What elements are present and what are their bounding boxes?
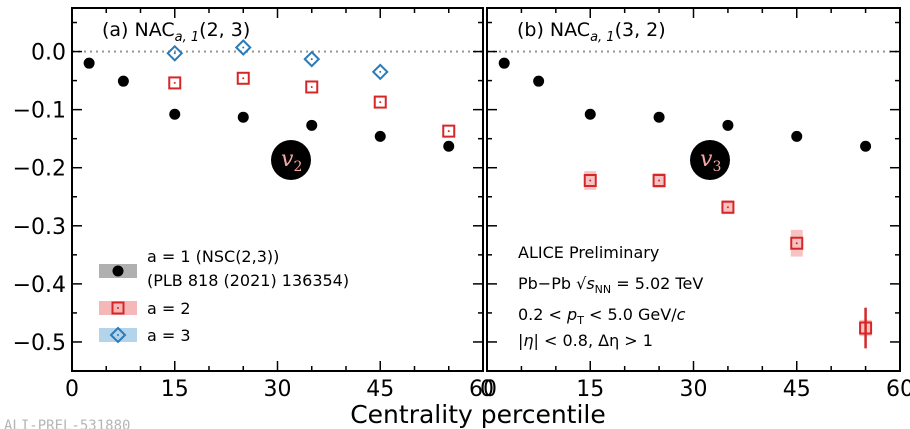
legend-marker-diamond-center <box>117 334 119 336</box>
data-point-square <box>652 173 666 187</box>
data-point-square <box>790 236 804 250</box>
legend-label: a = 2 <box>147 299 191 318</box>
data-point-circle <box>498 57 510 69</box>
data-point-circle <box>306 119 318 131</box>
data-point-circle <box>443 140 455 152</box>
y-tick-label: −0.3 <box>13 215 66 240</box>
data-point-diamond <box>371 63 389 81</box>
x-tick-label: 0 <box>65 377 79 402</box>
data-point-diamond-center <box>379 70 382 73</box>
data-point-circle <box>374 130 386 142</box>
data-point-square <box>305 80 319 94</box>
data-point-diamond-center <box>310 58 313 61</box>
data-point-square <box>373 95 387 109</box>
y-tick-label: −0.1 <box>13 99 66 124</box>
watermark-label: ALI-PREL-531880 <box>4 418 130 429</box>
data-point-diamond <box>234 39 252 56</box>
legend-marker-diamond <box>109 326 127 344</box>
pt-range-label: 0.2 < pT < 5.0 GeV/c <box>518 305 686 327</box>
panel-a: 0 15 30 45 60 0.0 −0.1 −0.2 −0.3 −0.4 −0.5 (a) NACa… <box>13 7 497 402</box>
legend: a = 1 (NSC(2,3)) (PLB 818 (2021) 136354) a… <box>99 247 349 345</box>
data-point-square <box>442 124 456 138</box>
plot-frame <box>71 7 484 372</box>
x-tick-label: 45 <box>366 377 394 402</box>
x-tick-label: 60 <box>469 377 497 402</box>
data-point-square-center <box>310 85 313 88</box>
eta-cut-label: |η| < 0.8, Δη > 1 <box>518 331 653 350</box>
data-point-square-center <box>795 242 798 245</box>
data-point-circle <box>791 130 803 142</box>
collision-system-label: Pb−Pb √sNN = 5.02 TeV <box>518 274 703 296</box>
data-point-circle <box>722 119 734 131</box>
legend-label: (PLB 818 (2021) 136354) <box>147 271 349 290</box>
panel-title: (a) NACa, 1(2, 3) <box>102 19 250 45</box>
data-point-square <box>859 321 873 335</box>
badge-circle <box>271 140 311 180</box>
y-tick-label: −0.4 <box>13 273 66 298</box>
x-tick-label: 30 <box>680 377 708 402</box>
data-point-square-center <box>447 130 450 133</box>
legend-marker-square <box>111 301 125 315</box>
x-tick-label: 30 <box>264 377 292 402</box>
legend-label: a = 3 <box>147 326 191 345</box>
badge-circle <box>690 140 730 180</box>
data-point-circle <box>584 108 596 120</box>
x-axis-title: Centrality percentile <box>350 400 606 429</box>
x-tick-label: 0 <box>480 377 494 402</box>
panel-title: (b) NACa, 1(3, 2) <box>517 19 666 45</box>
data-point-diamond-center <box>242 46 245 49</box>
data-point-square <box>721 200 735 214</box>
data-point-circle <box>653 111 665 123</box>
x-tick-label: 45 <box>783 377 811 402</box>
data-point-circle <box>237 111 249 123</box>
data-point-square-center <box>726 206 729 209</box>
panel-b: 0 15 30 45 60 (b) NACa, 1(3, 2) v3 ALICE Prelim… <box>480 7 910 402</box>
legend-marker-circle <box>112 265 124 277</box>
data-point-circle <box>533 75 545 87</box>
y-tick-label: −0.5 <box>13 331 66 356</box>
data-point-square <box>168 76 182 90</box>
data-point-diamond <box>303 50 321 68</box>
collaboration-label: ALICE Preliminary <box>518 243 659 262</box>
x-tick-label: 60 <box>886 377 910 402</box>
data-point-square-center <box>242 77 245 80</box>
data-point-square-center <box>589 179 592 182</box>
harmonic-badge: v3 <box>700 147 721 175</box>
y-tick-label: 0.0 <box>31 41 66 66</box>
data-point-square <box>583 173 597 187</box>
y-tick-label: −0.2 <box>13 157 66 182</box>
data-point-circle <box>860 140 872 152</box>
data-point-square-center <box>379 101 382 104</box>
data-point-square <box>236 71 250 85</box>
harmonic-badge: v2 <box>281 147 302 175</box>
data-point-circle <box>83 57 95 69</box>
data-point-square-center <box>658 179 661 182</box>
data-point-square-center <box>173 81 176 84</box>
x-tick-label: 15 <box>161 377 189 402</box>
legend-label: a = 1 (NSC(2,3)) <box>147 247 279 266</box>
legend-marker-square-center <box>117 307 119 309</box>
data-point-diamond-center <box>173 52 176 55</box>
x-tick-label: 15 <box>576 377 604 402</box>
data-point-circle <box>117 75 129 87</box>
data-point-square-center <box>864 327 867 330</box>
data-point-diamond <box>166 44 184 62</box>
data-point-circle <box>169 108 181 120</box>
